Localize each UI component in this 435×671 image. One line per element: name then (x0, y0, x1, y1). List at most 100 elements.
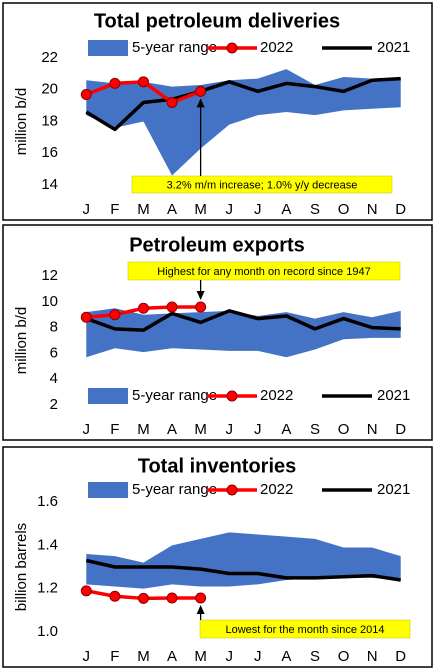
legend-label: 5-year range (132, 387, 217, 404)
y-tick-label: 6 (50, 344, 58, 361)
y-tick-label: 10 (41, 293, 58, 310)
legend-swatch (88, 482, 128, 498)
series-marker (109, 590, 121, 602)
chart-title: Total inventories (138, 455, 297, 477)
arrow-head (196, 98, 205, 108)
series-marker (166, 301, 178, 313)
series-line (85, 76, 401, 132)
legend-label: 2021 (377, 481, 410, 498)
x-tick-label: J (254, 648, 262, 665)
x-tick-label: A (167, 201, 177, 218)
legend-label: 5-year range (132, 481, 217, 498)
legend-label: 2021 (377, 387, 410, 404)
x-tick-label: D (395, 648, 406, 665)
series-marker (195, 592, 207, 604)
x-tick-label: O (338, 201, 350, 218)
x-tick-label: J (83, 421, 91, 438)
legend-marker (226, 390, 238, 402)
x-tick-label: A (167, 421, 177, 438)
series-marker (109, 77, 121, 89)
y-tick-label: 18 (41, 112, 58, 129)
x-tick-label: O (338, 648, 350, 665)
legend-label: 2022 (260, 387, 293, 404)
series-line (85, 558, 401, 582)
legend-marker (226, 484, 238, 496)
series-marker (80, 89, 92, 101)
annotation-text: Highest for any month on record since 19… (157, 266, 370, 278)
y-tick-label: 1.6 (37, 493, 58, 510)
legend-label: 2021 (377, 39, 410, 56)
y-axis-label: million b/d (13, 307, 30, 375)
panel-border (2, 2, 433, 221)
series-marker (195, 301, 207, 313)
x-tick-label: S (310, 648, 320, 665)
panel-border (2, 224, 433, 441)
x-tick-label: A (281, 648, 291, 665)
x-tick-label: M (194, 648, 207, 665)
y-tick-label: 1.0 (37, 623, 58, 640)
x-tick-label: M (137, 201, 150, 218)
x-tick-label: O (338, 421, 350, 438)
y-axis-label: billion barrels (13, 523, 30, 611)
legend-marker (226, 42, 238, 54)
y-tick-label: 2 (50, 396, 58, 413)
y-tick-label: 14 (41, 176, 58, 193)
x-tick-label: J (83, 648, 91, 665)
x-tick-label: N (367, 421, 378, 438)
range-band (86, 532, 401, 589)
x-tick-label: S (310, 201, 320, 218)
legend-swatch (88, 40, 128, 56)
annotation-box (131, 175, 393, 194)
series-marker (80, 311, 92, 323)
series-line (85, 309, 401, 332)
series-marker (137, 592, 149, 604)
series-marker (80, 585, 92, 597)
y-tick-label: 4 (50, 370, 58, 387)
x-tick-label: J (225, 421, 233, 438)
x-tick-label: A (167, 648, 177, 665)
y-tick-label: 20 (41, 81, 58, 98)
x-tick-label: J (83, 201, 91, 218)
legend-label: 5-year range (132, 39, 217, 56)
x-tick-label: A (281, 421, 291, 438)
panel-border (2, 446, 433, 668)
x-tick-label: D (395, 421, 406, 438)
x-tick-label: F (110, 421, 119, 438)
x-tick-label: F (110, 648, 119, 665)
y-axis-label: million b/d (13, 88, 30, 156)
annotation-box (199, 619, 411, 639)
y-tick-label: 1.2 (37, 580, 58, 597)
x-tick-label: M (194, 421, 207, 438)
y-tick-label: 8 (50, 319, 58, 336)
y-tick-label: 12 (41, 267, 58, 284)
x-tick-label: M (194, 201, 207, 218)
annotation-box (127, 261, 401, 281)
arrow-head (196, 290, 205, 300)
x-tick-label: J (254, 421, 262, 438)
range-band (86, 308, 401, 358)
x-tick-label: S (310, 421, 320, 438)
x-tick-label: D (395, 201, 406, 218)
annotation-text: Lowest for the month since 2014 (226, 624, 385, 636)
legend-label: 2022 (260, 39, 293, 56)
chart-title: Petroleum exports (129, 234, 305, 256)
x-tick-label: A (281, 201, 291, 218)
legend-swatch (88, 388, 128, 404)
series-marker (166, 592, 178, 604)
series-marker (109, 309, 121, 321)
x-tick-label: J (254, 201, 262, 218)
x-tick-label: N (367, 648, 378, 665)
series-marker (137, 302, 149, 314)
x-tick-label: F (110, 201, 119, 218)
series-marker (137, 76, 149, 88)
x-tick-label: J (225, 648, 233, 665)
series-marker (166, 96, 178, 108)
arrow-head (196, 604, 205, 614)
x-tick-label: N (367, 201, 378, 218)
x-tick-label: M (137, 648, 150, 665)
annotation-text: 3.2% m/m increase; 1.0% y/y decrease (167, 179, 358, 191)
y-tick-label: 16 (41, 144, 58, 161)
legend-label: 2022 (260, 481, 293, 498)
series-marker (195, 85, 207, 97)
